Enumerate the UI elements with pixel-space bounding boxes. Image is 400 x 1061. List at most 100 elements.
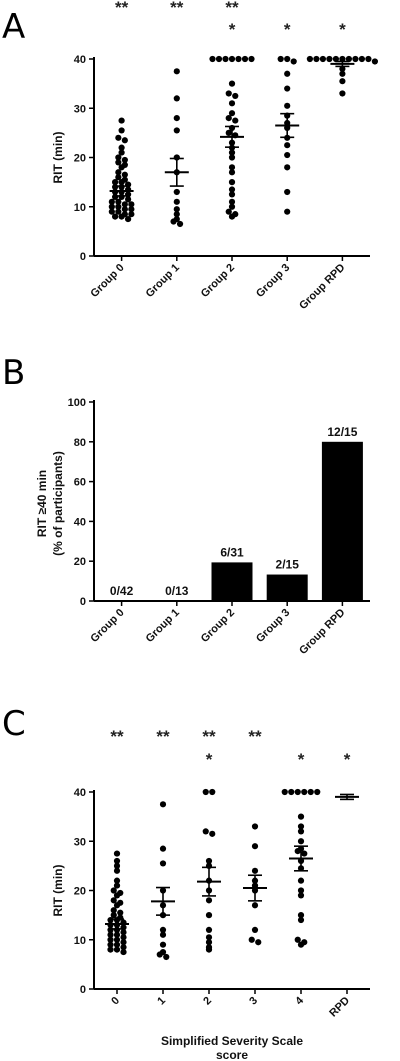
data-point xyxy=(113,877,121,884)
data-point xyxy=(232,211,239,218)
data-point xyxy=(228,110,236,117)
y-tick-label: 60 xyxy=(74,477,86,489)
panel-letter: B xyxy=(2,353,25,393)
data-point xyxy=(121,201,128,208)
y-tick-label: 20 xyxy=(74,153,86,165)
data-point xyxy=(205,912,213,919)
data-point xyxy=(358,55,365,63)
data-point xyxy=(205,944,213,951)
data-point xyxy=(235,55,242,63)
y-tick-label: 10 xyxy=(74,935,86,947)
data-point xyxy=(371,58,378,65)
data-point xyxy=(115,174,122,181)
data-point xyxy=(297,813,305,820)
data-point xyxy=(284,142,291,149)
data-point xyxy=(113,882,121,889)
data-point xyxy=(228,169,236,176)
data-point xyxy=(205,897,213,904)
data-point xyxy=(159,845,167,852)
data-point xyxy=(117,889,124,897)
y-axis-label-line1: RIT ≥40 min xyxy=(35,470,49,537)
data-point xyxy=(248,55,255,63)
data-point xyxy=(225,90,232,97)
y-axis-label: RIT (min) xyxy=(51,132,65,184)
y-tick-label: 30 xyxy=(74,836,86,848)
data-point xyxy=(297,912,305,919)
bar-label: 0/42 xyxy=(110,584,134,598)
significance-mark: ** xyxy=(156,727,170,746)
data-point xyxy=(251,843,259,850)
data-point xyxy=(176,220,184,228)
data-point xyxy=(301,788,308,796)
data-point xyxy=(159,860,167,867)
data-point xyxy=(297,823,305,830)
data-point xyxy=(115,198,122,205)
data-point xyxy=(251,926,259,934)
data-point xyxy=(173,68,180,75)
y-tick-label: 40 xyxy=(74,54,86,66)
data-point xyxy=(339,55,346,63)
data-point xyxy=(225,115,232,122)
data-point xyxy=(284,70,291,77)
data-point xyxy=(128,201,135,208)
y-tick-label: 10 xyxy=(74,202,86,214)
bar-label: 12/15 xyxy=(327,425,357,439)
data-point xyxy=(339,78,346,85)
data-point xyxy=(248,936,255,943)
data-point xyxy=(108,198,115,205)
data-point xyxy=(345,55,352,63)
data-point xyxy=(228,100,236,107)
data-point xyxy=(121,211,128,218)
data-point xyxy=(284,55,291,63)
x-tick-label: Group 3 xyxy=(254,607,292,645)
data-point xyxy=(225,129,232,136)
data-point xyxy=(112,179,119,186)
data-point xyxy=(228,198,236,205)
data-point xyxy=(228,154,236,161)
data-point xyxy=(228,179,236,186)
data-point xyxy=(163,953,170,961)
x-tick-label: Group 0 xyxy=(88,607,126,645)
data-point xyxy=(110,887,117,894)
data-point xyxy=(205,926,213,934)
data-point xyxy=(297,892,305,899)
data-point xyxy=(202,788,209,796)
significance-mark: ** xyxy=(225,0,239,17)
data-point xyxy=(277,55,284,63)
data-point xyxy=(284,85,291,92)
x-tick-label: 2 xyxy=(201,995,214,1008)
data-point xyxy=(284,164,291,171)
data-point xyxy=(113,946,121,953)
y-tick-label: 20 xyxy=(74,886,86,898)
data-point xyxy=(115,134,122,141)
data-point xyxy=(121,176,128,183)
data-point xyxy=(173,127,180,134)
data-point xyxy=(118,149,125,156)
data-point xyxy=(121,137,128,144)
data-point xyxy=(173,115,180,122)
data-point xyxy=(115,159,122,166)
significance-mark: * xyxy=(344,750,351,769)
data-point xyxy=(128,206,135,213)
data-point xyxy=(228,203,236,210)
data-point xyxy=(108,203,115,210)
data-point xyxy=(159,926,167,934)
data-point xyxy=(205,934,213,941)
data-point xyxy=(288,788,295,796)
data-point xyxy=(113,850,121,857)
data-point xyxy=(228,149,236,156)
data-point xyxy=(110,912,117,919)
data-point xyxy=(241,55,249,63)
data-point xyxy=(118,127,125,134)
data-point xyxy=(284,188,291,196)
data-point xyxy=(301,850,308,857)
significance-mark: * xyxy=(298,750,305,769)
data-point xyxy=(332,55,339,63)
data-point xyxy=(118,117,125,124)
data-point xyxy=(228,80,236,87)
data-point xyxy=(110,897,117,904)
data-point xyxy=(117,899,124,906)
data-point xyxy=(173,215,180,223)
data-point xyxy=(117,909,124,916)
